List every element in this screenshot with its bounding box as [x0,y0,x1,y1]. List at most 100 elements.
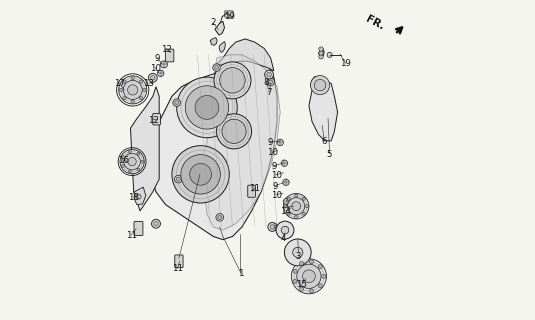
Circle shape [124,153,140,170]
Circle shape [215,66,218,69]
Circle shape [302,197,305,200]
Circle shape [131,76,134,80]
Circle shape [281,160,288,166]
Circle shape [131,100,134,103]
Circle shape [222,119,246,143]
Circle shape [281,226,289,234]
Circle shape [277,139,284,146]
Circle shape [265,70,273,79]
Circle shape [302,212,305,215]
Polygon shape [310,76,320,92]
Circle shape [267,78,274,86]
Circle shape [173,99,180,107]
Circle shape [300,287,303,291]
FancyBboxPatch shape [165,49,174,62]
Circle shape [303,270,315,283]
Text: 17: 17 [114,79,125,88]
Circle shape [150,76,155,80]
Circle shape [293,247,303,258]
Circle shape [310,76,330,95]
Circle shape [172,146,230,203]
Circle shape [318,265,322,269]
Circle shape [293,279,297,284]
Text: 10: 10 [271,190,281,200]
Circle shape [218,215,221,219]
FancyBboxPatch shape [225,11,233,17]
Circle shape [190,164,211,185]
Circle shape [283,179,289,186]
Circle shape [119,76,147,104]
Circle shape [154,221,158,226]
Circle shape [128,170,131,173]
Circle shape [300,261,303,266]
Circle shape [319,47,323,51]
Polygon shape [131,87,159,211]
Text: 5: 5 [327,150,332,159]
Circle shape [295,215,298,219]
Text: 11: 11 [172,264,183,274]
Text: 10: 10 [150,64,161,73]
Text: 10: 10 [267,148,278,157]
Text: 13: 13 [143,79,155,88]
Text: 11: 11 [249,184,260,193]
Text: 10: 10 [271,171,281,180]
Circle shape [119,88,123,92]
Text: 19: 19 [225,12,235,21]
Circle shape [136,194,141,199]
Circle shape [214,62,251,99]
Text: 16: 16 [118,156,129,165]
Circle shape [292,259,326,294]
Circle shape [305,204,308,208]
Circle shape [285,239,311,266]
Circle shape [158,70,164,76]
Circle shape [319,51,323,55]
Text: 14: 14 [280,207,292,216]
Circle shape [309,260,314,264]
Circle shape [137,152,140,155]
Polygon shape [210,38,217,45]
Text: 12: 12 [148,116,159,125]
Text: 15: 15 [296,280,308,289]
Circle shape [272,225,276,229]
FancyBboxPatch shape [134,221,143,236]
Circle shape [128,150,131,153]
Circle shape [195,95,219,119]
Circle shape [284,194,309,219]
Circle shape [137,168,140,171]
Circle shape [297,264,321,288]
Circle shape [327,52,332,57]
Circle shape [315,79,326,91]
Circle shape [143,88,146,92]
Circle shape [174,175,182,183]
Text: 9: 9 [271,162,277,171]
Circle shape [123,80,142,100]
Circle shape [177,177,180,181]
Text: 9: 9 [268,138,273,147]
FancyBboxPatch shape [175,255,183,268]
Circle shape [270,223,278,231]
Polygon shape [204,55,280,230]
Circle shape [128,85,138,95]
Text: 12: 12 [160,44,172,54]
Text: 18: 18 [128,193,139,202]
Circle shape [151,219,160,228]
Text: 9: 9 [272,182,278,191]
Polygon shape [309,80,338,141]
Text: 11: 11 [126,231,136,240]
Circle shape [141,160,144,163]
Circle shape [121,164,124,167]
Circle shape [288,197,305,215]
Circle shape [292,202,301,211]
Circle shape [216,213,224,221]
Circle shape [175,101,179,105]
Circle shape [287,212,290,215]
Circle shape [160,61,167,68]
Polygon shape [215,21,225,35]
Circle shape [123,80,126,83]
Circle shape [322,274,326,278]
Circle shape [284,198,290,204]
Circle shape [276,221,294,239]
Text: 3: 3 [296,252,301,261]
Circle shape [295,194,298,197]
Circle shape [177,77,237,138]
